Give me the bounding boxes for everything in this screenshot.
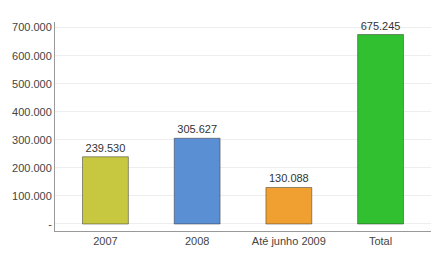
svg-text:305.627: 305.627: [177, 123, 217, 135]
svg-text:-: -: [48, 218, 52, 230]
svg-text:200.000: 200.000: [12, 162, 52, 174]
svg-text:2007: 2007: [93, 235, 117, 247]
svg-text:Total: Total: [369, 235, 392, 247]
svg-text:2008: 2008: [185, 235, 209, 247]
svg-text:400.000: 400.000: [12, 106, 52, 118]
svg-text:239.530: 239.530: [86, 142, 126, 154]
svg-text:700.000: 700.000: [12, 21, 52, 33]
svg-text:100.000: 100.000: [12, 190, 52, 202]
svg-text:130.088: 130.088: [269, 172, 309, 184]
svg-text:500.000: 500.000: [12, 78, 52, 90]
svg-text:300.000: 300.000: [12, 134, 52, 146]
svg-text:600.000: 600.000: [12, 50, 52, 62]
svg-text:675.245: 675.245: [361, 20, 401, 32]
svg-text:Até junho 2009: Até junho 2009: [252, 235, 326, 247]
